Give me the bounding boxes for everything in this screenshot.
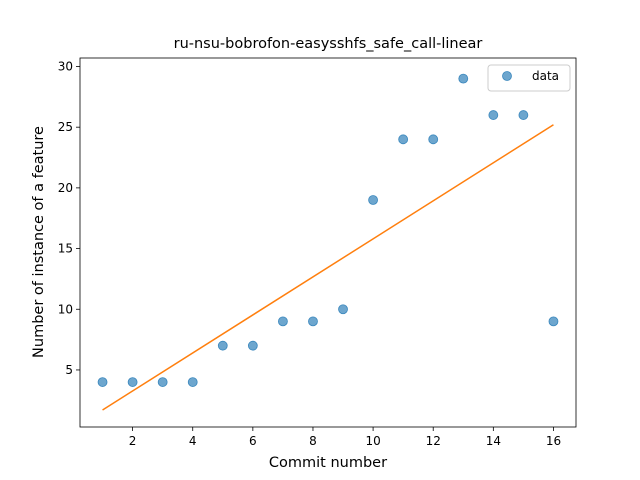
data-point <box>518 110 529 120</box>
axes-frame <box>79 57 577 428</box>
y-tick-label: 30 <box>58 59 73 73</box>
legend-marker <box>502 71 512 81</box>
data-point <box>278 316 288 327</box>
data-point <box>217 340 228 351</box>
chart-title: ru-nsu-bobrofon-easysshfs_safe_call-line… <box>174 36 483 52</box>
x-tick-label: 2 <box>129 434 137 448</box>
data-point <box>308 316 318 327</box>
y-axis-label: Number of instance of a feature <box>31 126 47 358</box>
x-tick-label: 14 <box>486 434 501 448</box>
y-tick-label: 15 <box>58 242 73 256</box>
legend-label-data: data <box>532 69 559 83</box>
data-point <box>338 304 348 315</box>
fit-line <box>102 124 554 411</box>
data-point <box>247 340 258 351</box>
data-point <box>458 73 469 84</box>
x-tick-label: 16 <box>546 434 561 448</box>
x-tick-label: 6 <box>249 434 257 448</box>
data-point <box>127 377 138 387</box>
data-point <box>187 377 198 387</box>
x-tick-label: 8 <box>309 434 317 448</box>
x-tick-label: 10 <box>365 434 380 448</box>
data-point <box>97 377 108 387</box>
x-tick-label: 4 <box>189 434 197 448</box>
data-point <box>157 377 168 387</box>
legend: data <box>487 64 571 92</box>
data-point <box>368 195 378 205</box>
data-point <box>488 110 499 120</box>
y-tick-label: 10 <box>58 302 73 316</box>
y-tick-label: 20 <box>58 181 73 195</box>
x-tick-label: 12 <box>426 434 441 448</box>
x-axis-label: Commit number <box>269 455 387 471</box>
plot-area: 2 4 6 8 10 12 14 16 5 10 15 20 25 30 <box>58 57 577 448</box>
data-point <box>428 134 439 145</box>
data-point <box>548 316 559 327</box>
y-tick-label: 5 <box>65 363 73 377</box>
data-point <box>398 134 409 145</box>
y-tick-label: 25 <box>58 120 73 134</box>
